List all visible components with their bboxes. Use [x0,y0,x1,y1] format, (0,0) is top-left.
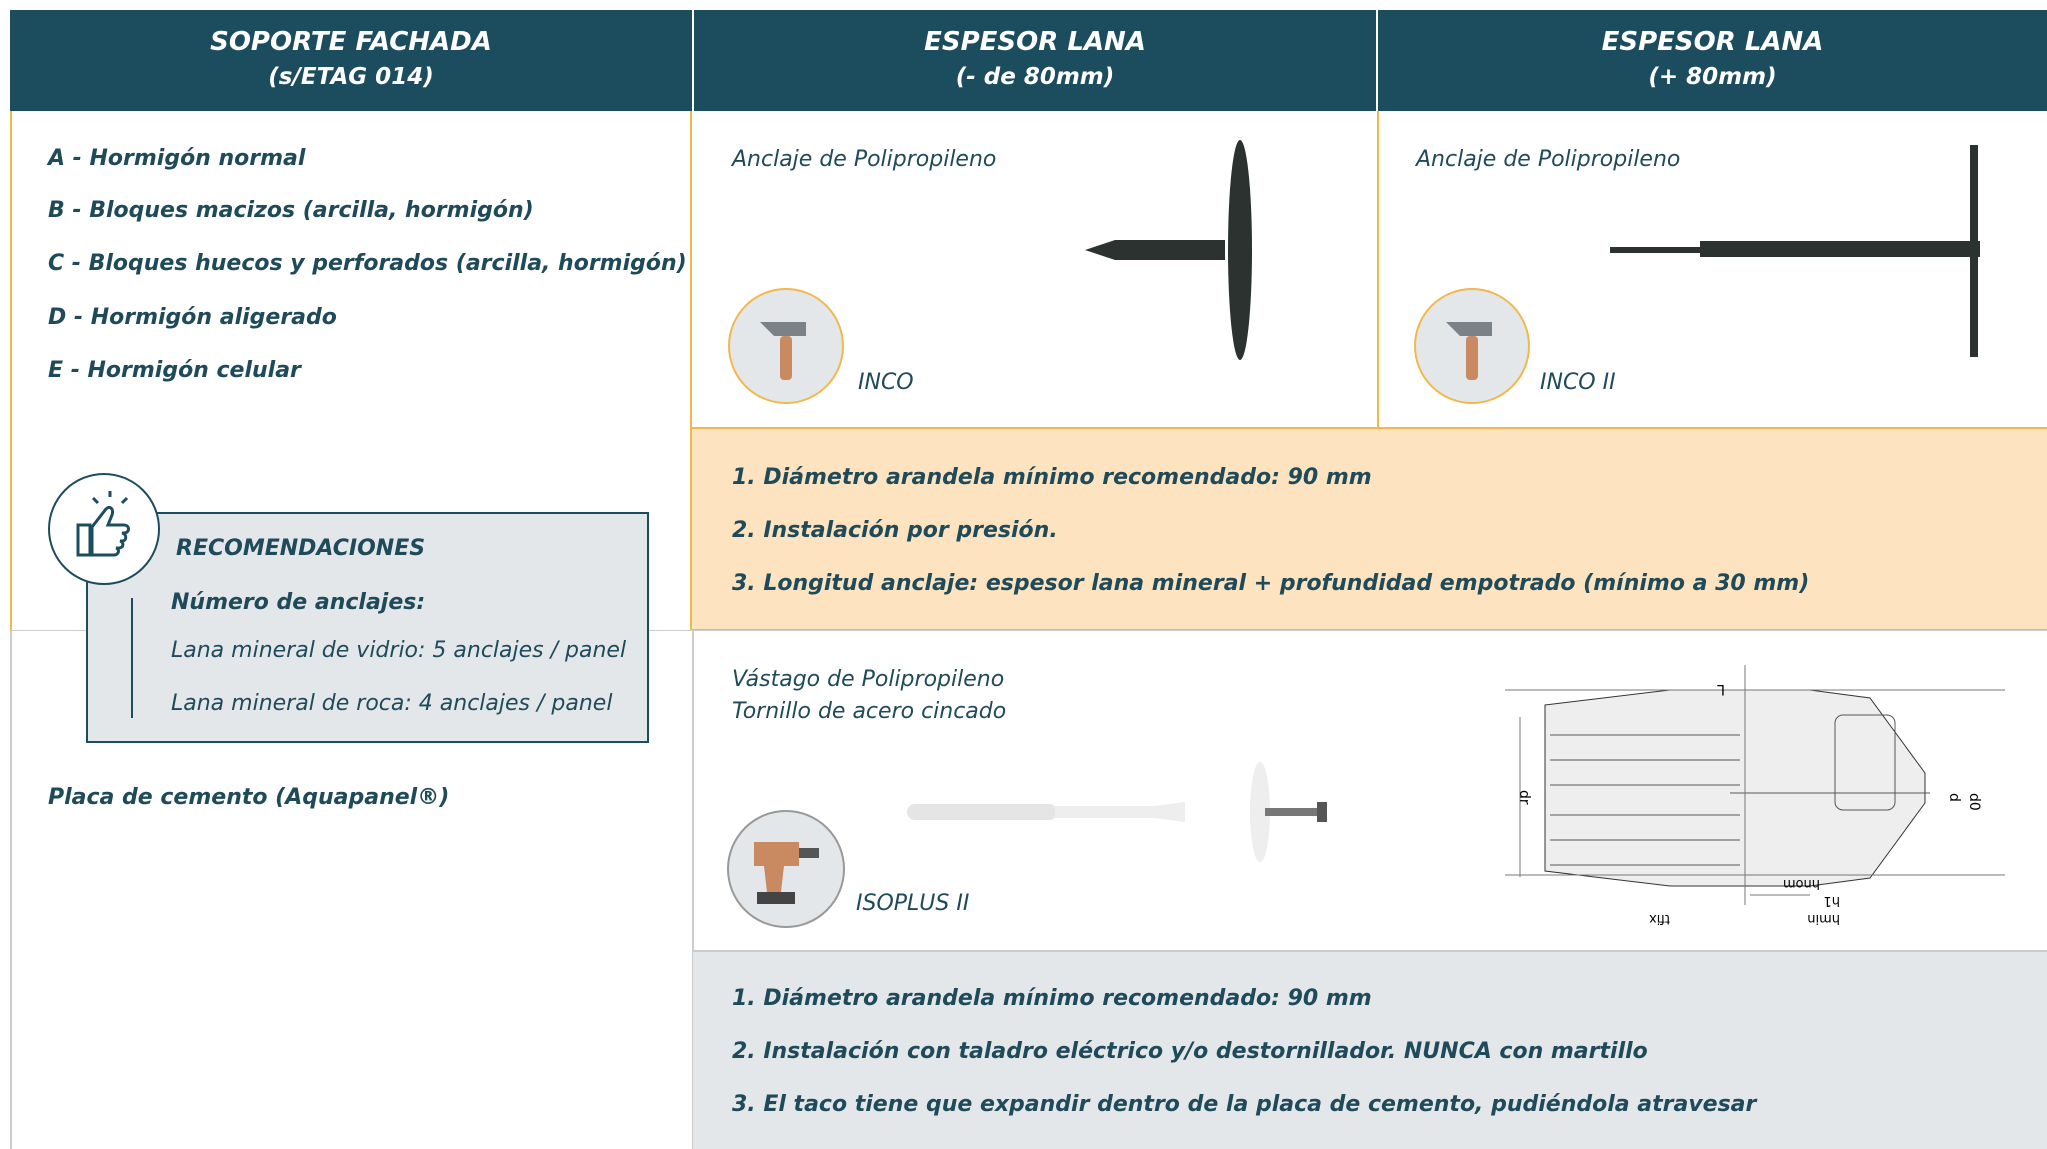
header-subtitle: (- de 80mm) [955,64,1115,90]
thumb-icon [48,473,160,585]
note: 1. Diámetro arandela mínimo recomendado:… [732,465,1372,490]
caption: Anclaje de Polipropileno [732,147,997,172]
isoplus-image [907,762,1327,862]
header-title: SOPORTE FACHADA [210,27,492,57]
icon [1446,322,1492,380]
product-name: INCO [858,370,914,395]
divider [692,631,694,1149]
note: 2. Instalación por presión. [732,518,1058,543]
header-subtitle: (s/ETAG 014) [268,64,434,90]
diagram-label: d [1946,793,1962,802]
hammer-icon [728,288,844,404]
header-cell: ESPESOR LANA (+ 80mm) [1378,10,2047,111]
icon [754,842,819,904]
icon [760,322,806,380]
inco-image [1085,140,1252,360]
rec-item: Lana mineral de roca: 4 anclajes / panel [171,691,613,716]
substrate: D - Hormigón aligerado [48,305,337,330]
product-name: INCO II [1540,370,1616,395]
divider [10,630,2047,631]
caption: Tornillo de acero cincado [732,699,1007,724]
diagram-label: tfix [1649,911,1670,926]
substrate: A - Hormigón normal [48,146,306,171]
header-title: ESPESOR LANA [924,27,1146,57]
rec-title: RECOMENDACIONES [176,536,426,561]
rec-subtitle: Número de anclajes: [171,590,426,615]
header-cell: ESPESOR LANA (- de 80mm) [694,10,1376,111]
inco2-image [1610,145,1980,357]
recommendations-box [86,512,649,743]
substrate: E - Hormigón celular [48,358,301,383]
divider [10,631,12,1149]
diagram-label: hmin [1807,911,1840,926]
technical-diagram: L dr d d0 hnom h1 tfix hmin [1505,665,2005,926]
caption: Vástago de Polipropileno [732,667,1005,692]
product-name: ISOPLUS II [856,891,970,916]
drill-icon [727,810,845,928]
rule [131,598,133,718]
divider [1377,111,1379,428]
note: 3. Longitud anclaje: espesor lana minera… [732,571,1810,596]
notes-box [692,427,2047,631]
caption: Anclaje de Polipropileno [1416,147,1681,172]
diagram-label: hnom [1783,876,1820,891]
orange-frame [10,111,692,631]
diagram-label: dr [1516,790,1532,805]
note: 1. Diámetro arandela mínimo recomendado:… [732,986,1372,1011]
substrate: C - Bloques huecos y perforados (arcilla… [48,251,687,276]
note: 2. Instalación con taladro eléctrico y/o… [732,1039,1648,1064]
header-subtitle: (+ 80mm) [1648,64,1777,90]
note: 3. El taco tiene que expandir dentro de … [732,1092,1757,1117]
diagram-label: L [1717,681,1725,697]
diagram-label: d0 [1966,793,1982,811]
substrate: B - Bloques macizos (arcilla, hormigón) [48,198,534,223]
hammer-icon [1414,288,1530,404]
cement-board: Placa de cemento (Aquapanel®) [48,785,450,810]
rec-item: Lana mineral de vidrio: 5 anclajes / pan… [171,638,627,663]
notes-box [693,950,2047,1149]
diagram-label: h1 [1823,893,1840,908]
icon [76,491,130,557]
header-cell: SOPORTE FACHADA (s/ETAG 014) [10,10,692,111]
header-title: ESPESOR LANA [1601,27,1824,57]
